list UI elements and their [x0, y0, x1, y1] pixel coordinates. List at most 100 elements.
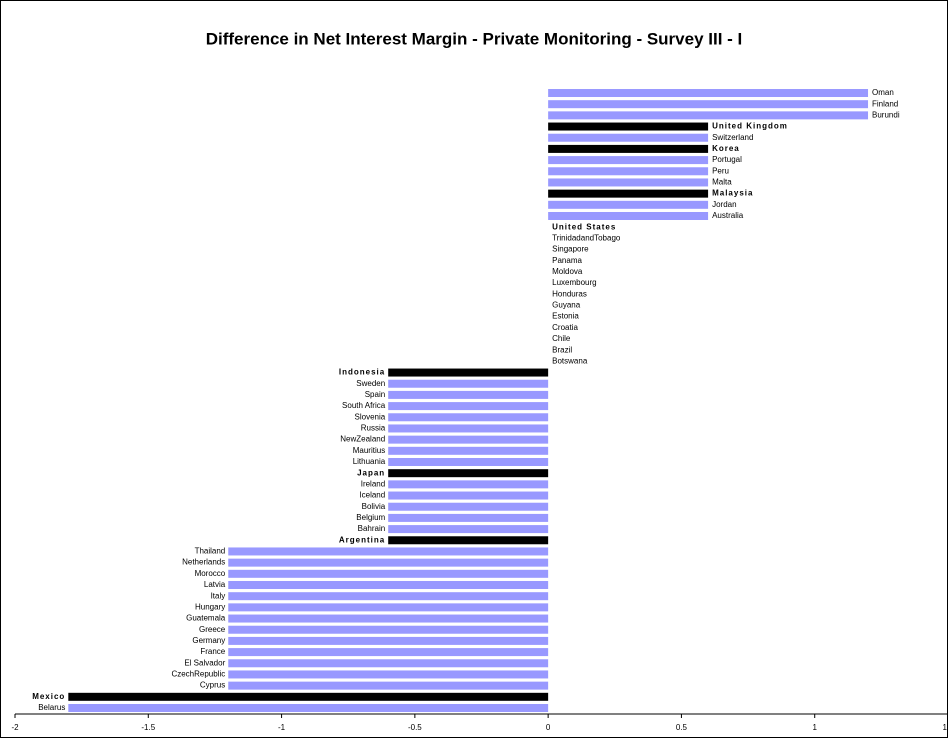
- x-tick-label: -2: [11, 723, 19, 732]
- category-label: United Kingdom: [712, 122, 788, 131]
- bar: [388, 413, 549, 422]
- category-label: Cyprus: [200, 681, 225, 690]
- category-label: Thailand: [195, 547, 226, 556]
- bar: [388, 502, 549, 511]
- category-label: Iceland: [359, 491, 385, 500]
- category-label: Portugal: [712, 155, 742, 164]
- bar: [548, 167, 709, 176]
- category-label: Bahrain: [358, 524, 386, 533]
- bar: [228, 547, 549, 556]
- bar: [228, 581, 549, 589]
- category-label: Burundi: [872, 110, 900, 119]
- category-label: Mexico: [32, 692, 65, 701]
- bar: [548, 212, 709, 220]
- x-tick-label: 1.5: [942, 723, 948, 732]
- bar: [228, 558, 549, 567]
- category-label: Switzerland: [712, 133, 753, 142]
- bar: [388, 435, 549, 444]
- category-label: Finland: [872, 99, 898, 108]
- category-label: South Africa: [342, 401, 386, 410]
- category-label: Panama: [552, 256, 582, 265]
- category-label: Greece: [199, 625, 226, 634]
- bar: [388, 379, 549, 388]
- x-tick-label: 1: [812, 723, 817, 732]
- category-label: NewZealand: [340, 435, 385, 444]
- bar: [388, 525, 549, 534]
- x-tick-label: 0.5: [676, 723, 688, 732]
- category-label: Belgium: [356, 513, 385, 522]
- category-label: Hungary: [195, 602, 225, 611]
- category-label: Croatia: [552, 323, 578, 332]
- category-label: Indonesia: [339, 368, 385, 377]
- bar: [548, 111, 869, 120]
- bar: [388, 368, 549, 377]
- bar: [228, 681, 549, 690]
- category-label: Singapore: [552, 245, 589, 254]
- bar: [388, 469, 549, 478]
- category-label: United States: [552, 222, 616, 231]
- category-label: Belarus: [38, 703, 65, 712]
- bar: [228, 625, 549, 634]
- bar: [548, 89, 869, 97]
- bar: [388, 446, 549, 455]
- bar: [228, 636, 549, 645]
- bar: [388, 536, 549, 545]
- category-label: El Salvador: [184, 658, 225, 667]
- bar: [388, 390, 549, 399]
- category-label: Luxembourg: [552, 278, 596, 287]
- category-label: Bolivia: [362, 502, 386, 511]
- category-label: Guatemala: [186, 614, 226, 623]
- category-label: Moldova: [552, 267, 583, 276]
- category-label: Korea: [712, 144, 740, 153]
- x-tick-label: -1.5: [141, 723, 155, 732]
- chart-title: Difference in Net Interest Margin - Priv…: [206, 29, 743, 48]
- bar: [228, 592, 549, 601]
- category-label: France: [200, 647, 225, 656]
- category-label: Jordan: [712, 200, 736, 209]
- bar: [228, 614, 549, 623]
- category-label: Australia: [712, 211, 744, 220]
- category-label: Guyana: [552, 301, 581, 310]
- category-label: Brazil: [552, 345, 572, 354]
- category-label: Spain: [365, 390, 385, 399]
- bar: [228, 648, 549, 657]
- category-label: Germany: [192, 636, 225, 645]
- bar: [548, 122, 709, 131]
- category-label: Botswana: [552, 356, 588, 365]
- bar: [548, 189, 709, 198]
- category-label: Netherlands: [182, 558, 225, 567]
- category-label: Russia: [361, 424, 386, 433]
- bar: [68, 692, 549, 701]
- category-label: Sweden: [356, 379, 385, 388]
- category-label: Chile: [552, 334, 571, 343]
- category-label: Estonia: [552, 312, 579, 321]
- bar: [228, 603, 549, 612]
- bar: [388, 513, 549, 522]
- category-label: Lithuania: [353, 457, 386, 466]
- category-label: Honduras: [552, 289, 587, 298]
- category-label: Latvia: [204, 580, 226, 589]
- bar: [548, 178, 709, 187]
- category-label: Peru: [712, 166, 729, 175]
- category-label: Japan: [357, 468, 385, 477]
- bar: [388, 402, 549, 411]
- category-label: Mauritius: [353, 446, 385, 455]
- bar: [548, 200, 709, 209]
- category-label: CzechRepublic: [171, 670, 225, 679]
- bar: [388, 491, 549, 500]
- category-label: Morocco: [195, 569, 226, 578]
- bar: [548, 156, 709, 165]
- category-label: Malta: [712, 178, 732, 187]
- category-label: TrinidadandTobago: [552, 233, 621, 242]
- category-label: Italy: [211, 591, 226, 600]
- bar: [548, 144, 709, 153]
- bar: [548, 100, 869, 109]
- bar: [228, 569, 549, 578]
- category-label: Slovenia: [355, 412, 386, 421]
- bar: [68, 704, 549, 712]
- x-tick-label: 0: [546, 723, 551, 732]
- x-tick-label: -1: [278, 723, 286, 732]
- bar: [548, 133, 709, 142]
- bar: [388, 480, 549, 489]
